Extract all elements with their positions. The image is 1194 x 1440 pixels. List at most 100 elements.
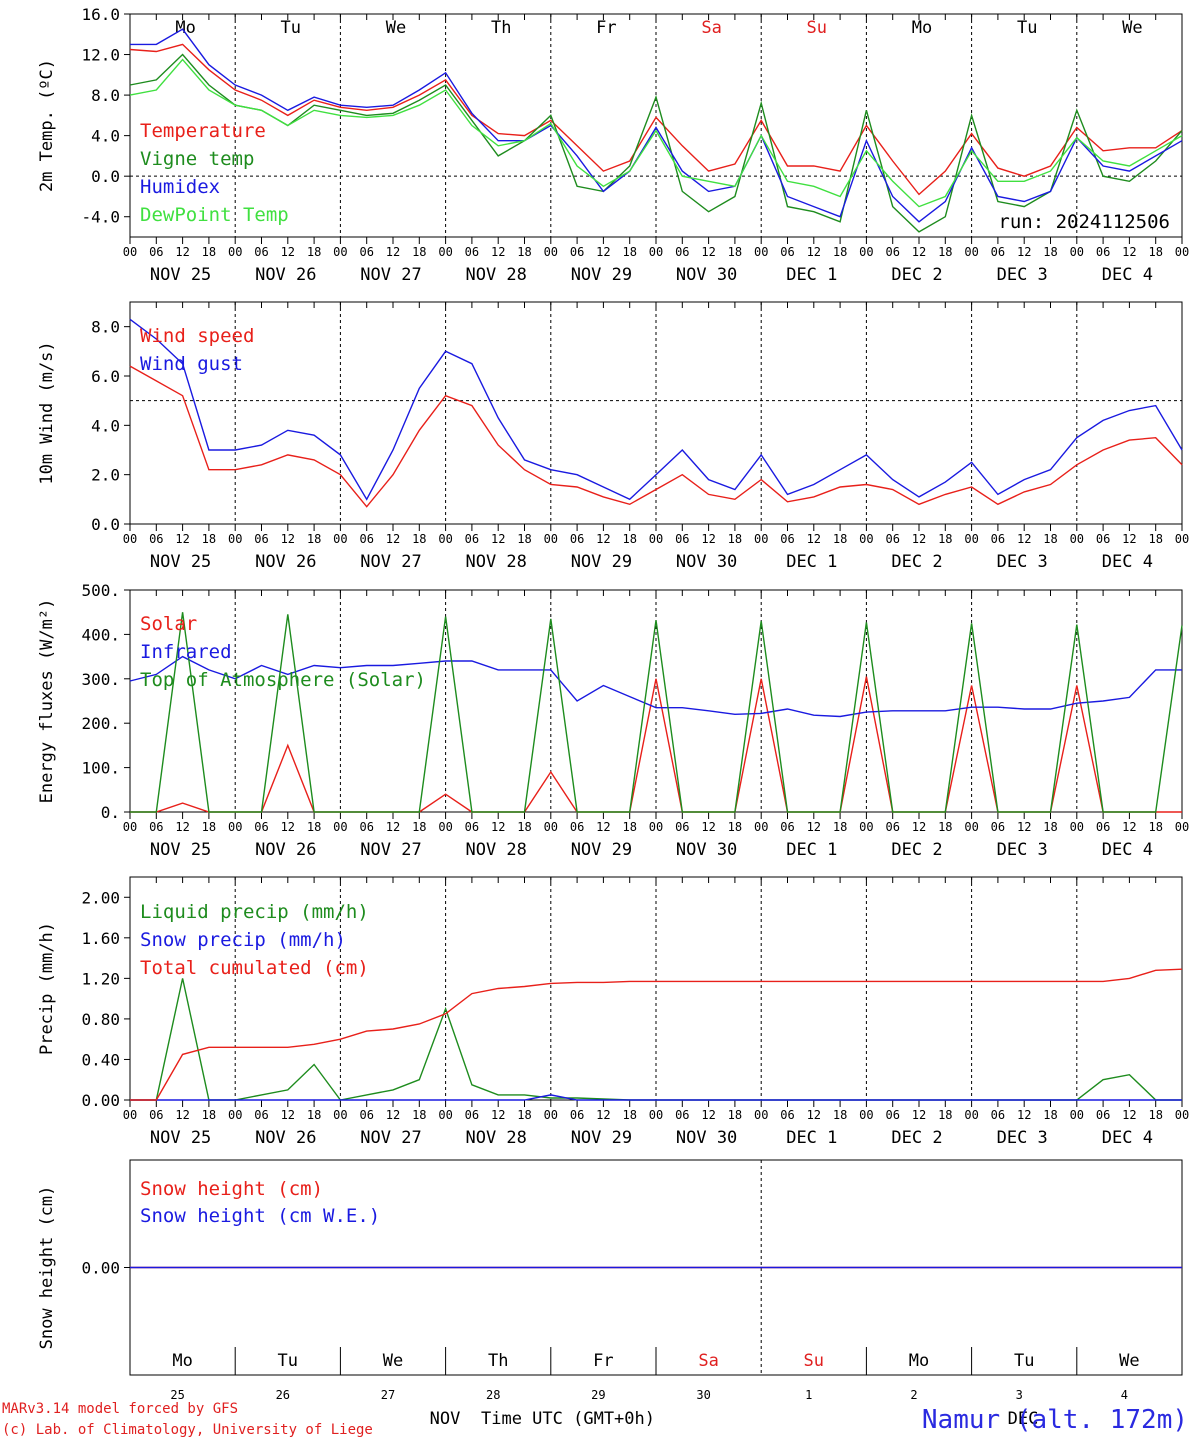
y-tick-label: 0.0 <box>91 167 120 186</box>
hour-label: 06 <box>780 532 794 546</box>
legend-entry: Vigne temp <box>140 148 254 170</box>
legend-entry: Wind gust <box>140 353 243 375</box>
hour-label: 12 <box>596 820 610 834</box>
hour-label: 12 <box>386 532 400 546</box>
weekday-label: Th <box>488 1351 508 1371</box>
y-tick-label: 0.00 <box>81 1259 120 1278</box>
hour-label: 06 <box>570 245 584 259</box>
hour-label: 06 <box>675 245 689 259</box>
date-label: NOV 29 <box>571 265 632 285</box>
hour-label: 18 <box>833 820 847 834</box>
day-number: 1 <box>805 1388 812 1402</box>
series-line-1-1 <box>129 43 1183 196</box>
weekday-label: Tu <box>278 1351 298 1371</box>
hour-label: 00 <box>228 532 242 546</box>
date-label: DEC 2 <box>891 552 942 572</box>
legend-entry: Snow precip (mm/h) <box>140 929 346 951</box>
hour-label: 18 <box>1043 820 1057 834</box>
date-label: NOV 25 <box>150 1128 211 1148</box>
date-label: DEC 2 <box>891 265 942 285</box>
hour-label: 18 <box>833 532 847 546</box>
hour-label: 06 <box>1096 245 1110 259</box>
legend-entry: Top of Atmosphere (Solar) <box>140 669 426 691</box>
hour-label: 12 <box>912 245 926 259</box>
hour-label: 18 <box>202 245 216 259</box>
hour-label: 12 <box>281 245 295 259</box>
hour-label: 12 <box>596 245 610 259</box>
hour-label: 12 <box>1017 532 1031 546</box>
hour-label: 00 <box>964 1108 978 1122</box>
hour-label: 06 <box>675 1108 689 1122</box>
date-label: NOV 28 <box>465 840 526 860</box>
weekday-label: We <box>386 18 406 38</box>
date-label: NOV 29 <box>571 552 632 572</box>
date-label: DEC 3 <box>997 840 1048 860</box>
hour-label: 12 <box>1122 1108 1136 1122</box>
hour-label: 06 <box>570 820 584 834</box>
hour-label: 00 <box>1070 532 1084 546</box>
series-line-1-4 <box>129 58 1183 208</box>
hour-label: 12 <box>175 1108 189 1122</box>
month-label: NOV <box>430 1409 461 1429</box>
hour-label: 06 <box>570 1108 584 1122</box>
hour-label: 18 <box>622 1108 636 1122</box>
hour-label: 00 <box>1175 245 1189 259</box>
hour-label: 06 <box>885 1108 899 1122</box>
hour-label: 06 <box>1096 532 1110 546</box>
hour-label: 18 <box>728 245 742 259</box>
hour-label: 06 <box>991 532 1005 546</box>
hour-label: 00 <box>754 820 768 834</box>
date-label: DEC 1 <box>786 840 837 860</box>
legend-entry: Temperature <box>140 120 266 142</box>
hour-label: 06 <box>780 820 794 834</box>
hour-label: 00 <box>333 245 347 259</box>
weekday-label: We <box>1119 1351 1139 1371</box>
y-axis-label: Precip (mm/h) <box>37 922 57 1055</box>
date-label: NOV 26 <box>255 552 316 572</box>
hour-label: 06 <box>780 245 794 259</box>
hour-label: 00 <box>228 245 242 259</box>
panel-5: 0.00 Snow height (cm) Mo Tu We Th Fr Sa Su Mo Tu We… <box>37 1159 1183 1429</box>
hour-label: 12 <box>175 532 189 546</box>
weekday-label: We <box>383 1351 403 1371</box>
hour-label: 06 <box>780 1108 794 1122</box>
series-line-4-3 <box>130 968 1183 1101</box>
hour-label: 18 <box>517 245 531 259</box>
y-tick-label: -4.0 <box>81 208 120 227</box>
hour-label: 12 <box>175 820 189 834</box>
hour-label: 18 <box>1043 1108 1057 1122</box>
date-label: DEC 4 <box>1102 265 1153 285</box>
hour-label: 12 <box>491 245 505 259</box>
hour-label: 12 <box>807 532 821 546</box>
hour-label: 18 <box>1148 245 1162 259</box>
footer: MARv3.14 model forced by GFS (c) Lab. of … <box>2 1401 1188 1438</box>
run-label: run: 2024112506 <box>998 211 1170 233</box>
date-label: NOV 27 <box>360 1128 421 1148</box>
hour-label: 06 <box>1096 820 1110 834</box>
hour-label: 00 <box>544 532 558 546</box>
hour-label: 06 <box>465 1108 479 1122</box>
hour-label: 12 <box>1122 820 1136 834</box>
month-label: DEC <box>1008 1409 1039 1429</box>
hour-label: 18 <box>412 245 426 259</box>
hour-label: 18 <box>833 245 847 259</box>
hour-label: 06 <box>149 820 163 834</box>
y-tick-label: 400. <box>81 625 120 644</box>
weekday-label: Su <box>807 18 827 38</box>
weekday-label: Tu <box>1017 18 1037 38</box>
date-label: DEC 1 <box>786 1128 837 1148</box>
hour-label: 00 <box>754 1108 768 1122</box>
weekday-label: Mo <box>175 18 195 38</box>
hour-label: 00 <box>754 532 768 546</box>
hour-label: 06 <box>465 245 479 259</box>
legend-entry: Total cumulated (cm) <box>140 957 369 979</box>
series-line-4-2 <box>130 1094 1182 1101</box>
hour-label: 18 <box>938 1108 952 1122</box>
weekday-label: We <box>1122 18 1142 38</box>
date-label: NOV 28 <box>465 552 526 572</box>
weekday-label: Fr <box>593 1351 613 1371</box>
panel-1: 16.0 12.0 8.0 4.0 0.0 -4.0 2m Temp. (ºC) 00 06 12… <box>37 5 1189 285</box>
weekday-label: Sa <box>701 18 721 38</box>
hour-label: 12 <box>701 532 715 546</box>
legend-entry: Wind speed <box>140 325 254 347</box>
